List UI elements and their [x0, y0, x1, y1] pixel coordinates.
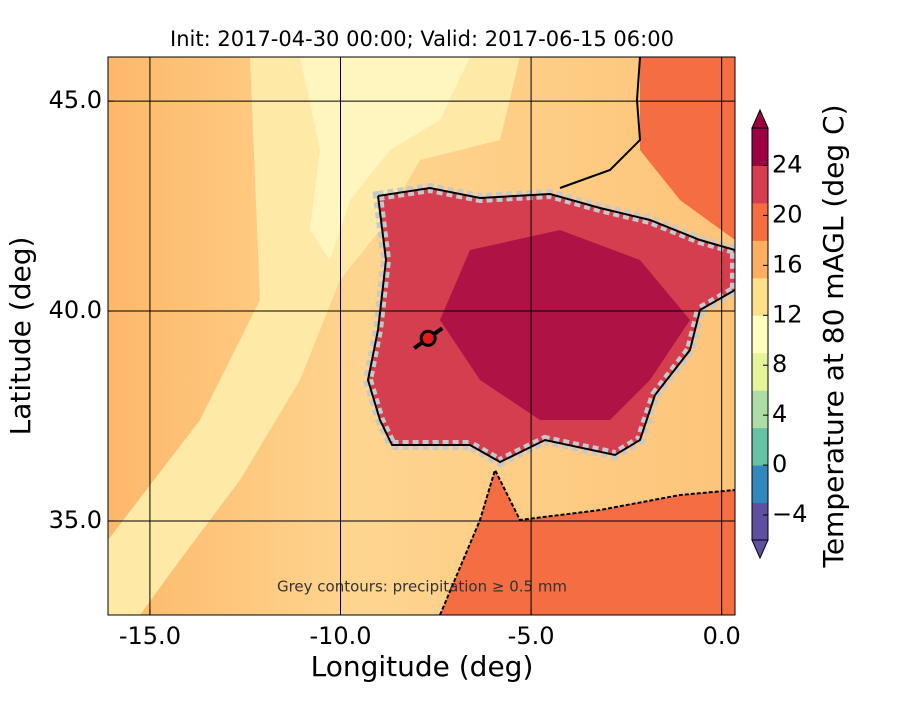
- coastline: [366, 186, 735, 464]
- plot-frame: [107, 56, 736, 616]
- annotation: Grey contours: precipitation ≥ 0.5 mm: [277, 578, 567, 596]
- colorbar-segment: [752, 390, 768, 429]
- colorbar-tick-label: −4: [772, 500, 807, 528]
- colorbar-segment: [752, 465, 768, 504]
- colorbar-segment: [752, 128, 768, 166]
- colorbar-tick-label: 20: [772, 200, 803, 228]
- colorbar-segment: [752, 352, 768, 391]
- colorbar-tick-label: 24: [772, 150, 803, 178]
- x-tick-label: -10.0: [309, 622, 371, 650]
- colorbar-segment: [752, 277, 768, 316]
- colorbar-segment: [752, 202, 768, 241]
- colorbar-tick-label: 0: [772, 450, 787, 478]
- location-marker: [419, 329, 437, 347]
- colorbar-segment: [752, 165, 768, 204]
- colorbar-tick-label: 12: [772, 300, 803, 328]
- y-axis-label: Latitude (deg): [4, 237, 37, 436]
- y-tick-label: 40.0: [49, 296, 102, 324]
- colorbar-tick-label: 4: [772, 400, 787, 428]
- coastline: [439, 467, 735, 615]
- coastline: [559, 57, 642, 189]
- colorbar-segment: [752, 240, 768, 279]
- colorbar-segment: [752, 427, 768, 466]
- colorbar-segment: [752, 315, 768, 354]
- colorbar-tick-label: 8: [772, 350, 787, 378]
- x-tick-label: -5.0: [508, 622, 555, 650]
- x-tick-label: 0.0: [703, 622, 741, 650]
- colorbar-extend-low: [751, 539, 769, 560]
- x-axis-label: Longitude (deg): [311, 650, 534, 683]
- france-field: [640, 57, 735, 240]
- y-tick-label: 45.0: [49, 86, 102, 114]
- hot-core: [440, 230, 690, 420]
- colorbar-segment: [752, 502, 768, 541]
- cool-plume: [108, 57, 520, 615]
- colorbar-extend-high: [751, 108, 769, 129]
- chart-title: Init: 2017-04-30 00:00; Valid: 2017-06-1…: [170, 27, 674, 51]
- x-tick-label: -15.0: [119, 622, 181, 650]
- colorbar-frame: [751, 127, 769, 541]
- map-field: [108, 57, 735, 615]
- colorbar-tick-label: 16: [772, 250, 803, 278]
- africa-field: [440, 470, 735, 615]
- y-tick-label: 35.0: [49, 506, 102, 534]
- cool-core: [300, 57, 470, 260]
- colorbar-label: Temperature at 80 mAGL (deg C): [817, 104, 850, 568]
